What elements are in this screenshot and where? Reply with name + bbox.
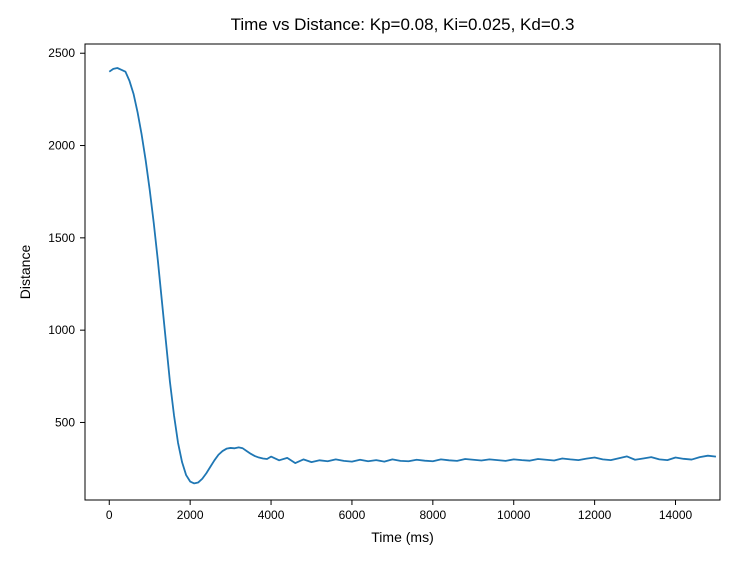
y-tick-label: 1500 <box>48 231 75 245</box>
y-tick-label: 500 <box>55 415 75 429</box>
chart-container: 0 2000 4000 6000 8000 10000 12000 14000 500 1000 1… <box>0 0 746 563</box>
x-tick-label: 4000 <box>258 508 285 522</box>
chart-title: Time vs Distance: Kp=0.08, Ki=0.025, Kd=… <box>231 15 575 34</box>
y-tick-label: 2500 <box>48 46 75 60</box>
x-tick-label: 10000 <box>497 508 531 522</box>
y-tick-label: 1000 <box>48 323 75 337</box>
y-axis-label: Distance <box>17 245 33 300</box>
x-tick-label: 2000 <box>177 508 204 522</box>
x-tick-label: 8000 <box>419 508 446 522</box>
x-axis-label: Time (ms) <box>371 529 433 545</box>
x-tick-label: 12000 <box>578 508 612 522</box>
x-tick-label: 6000 <box>339 508 366 522</box>
x-tick-label: 0 <box>106 508 113 522</box>
chart-svg: 0 2000 4000 6000 8000 10000 12000 14000 500 1000 1… <box>0 0 746 563</box>
y-tick-label: 2000 <box>48 139 75 153</box>
x-tick-label: 14000 <box>659 508 693 522</box>
